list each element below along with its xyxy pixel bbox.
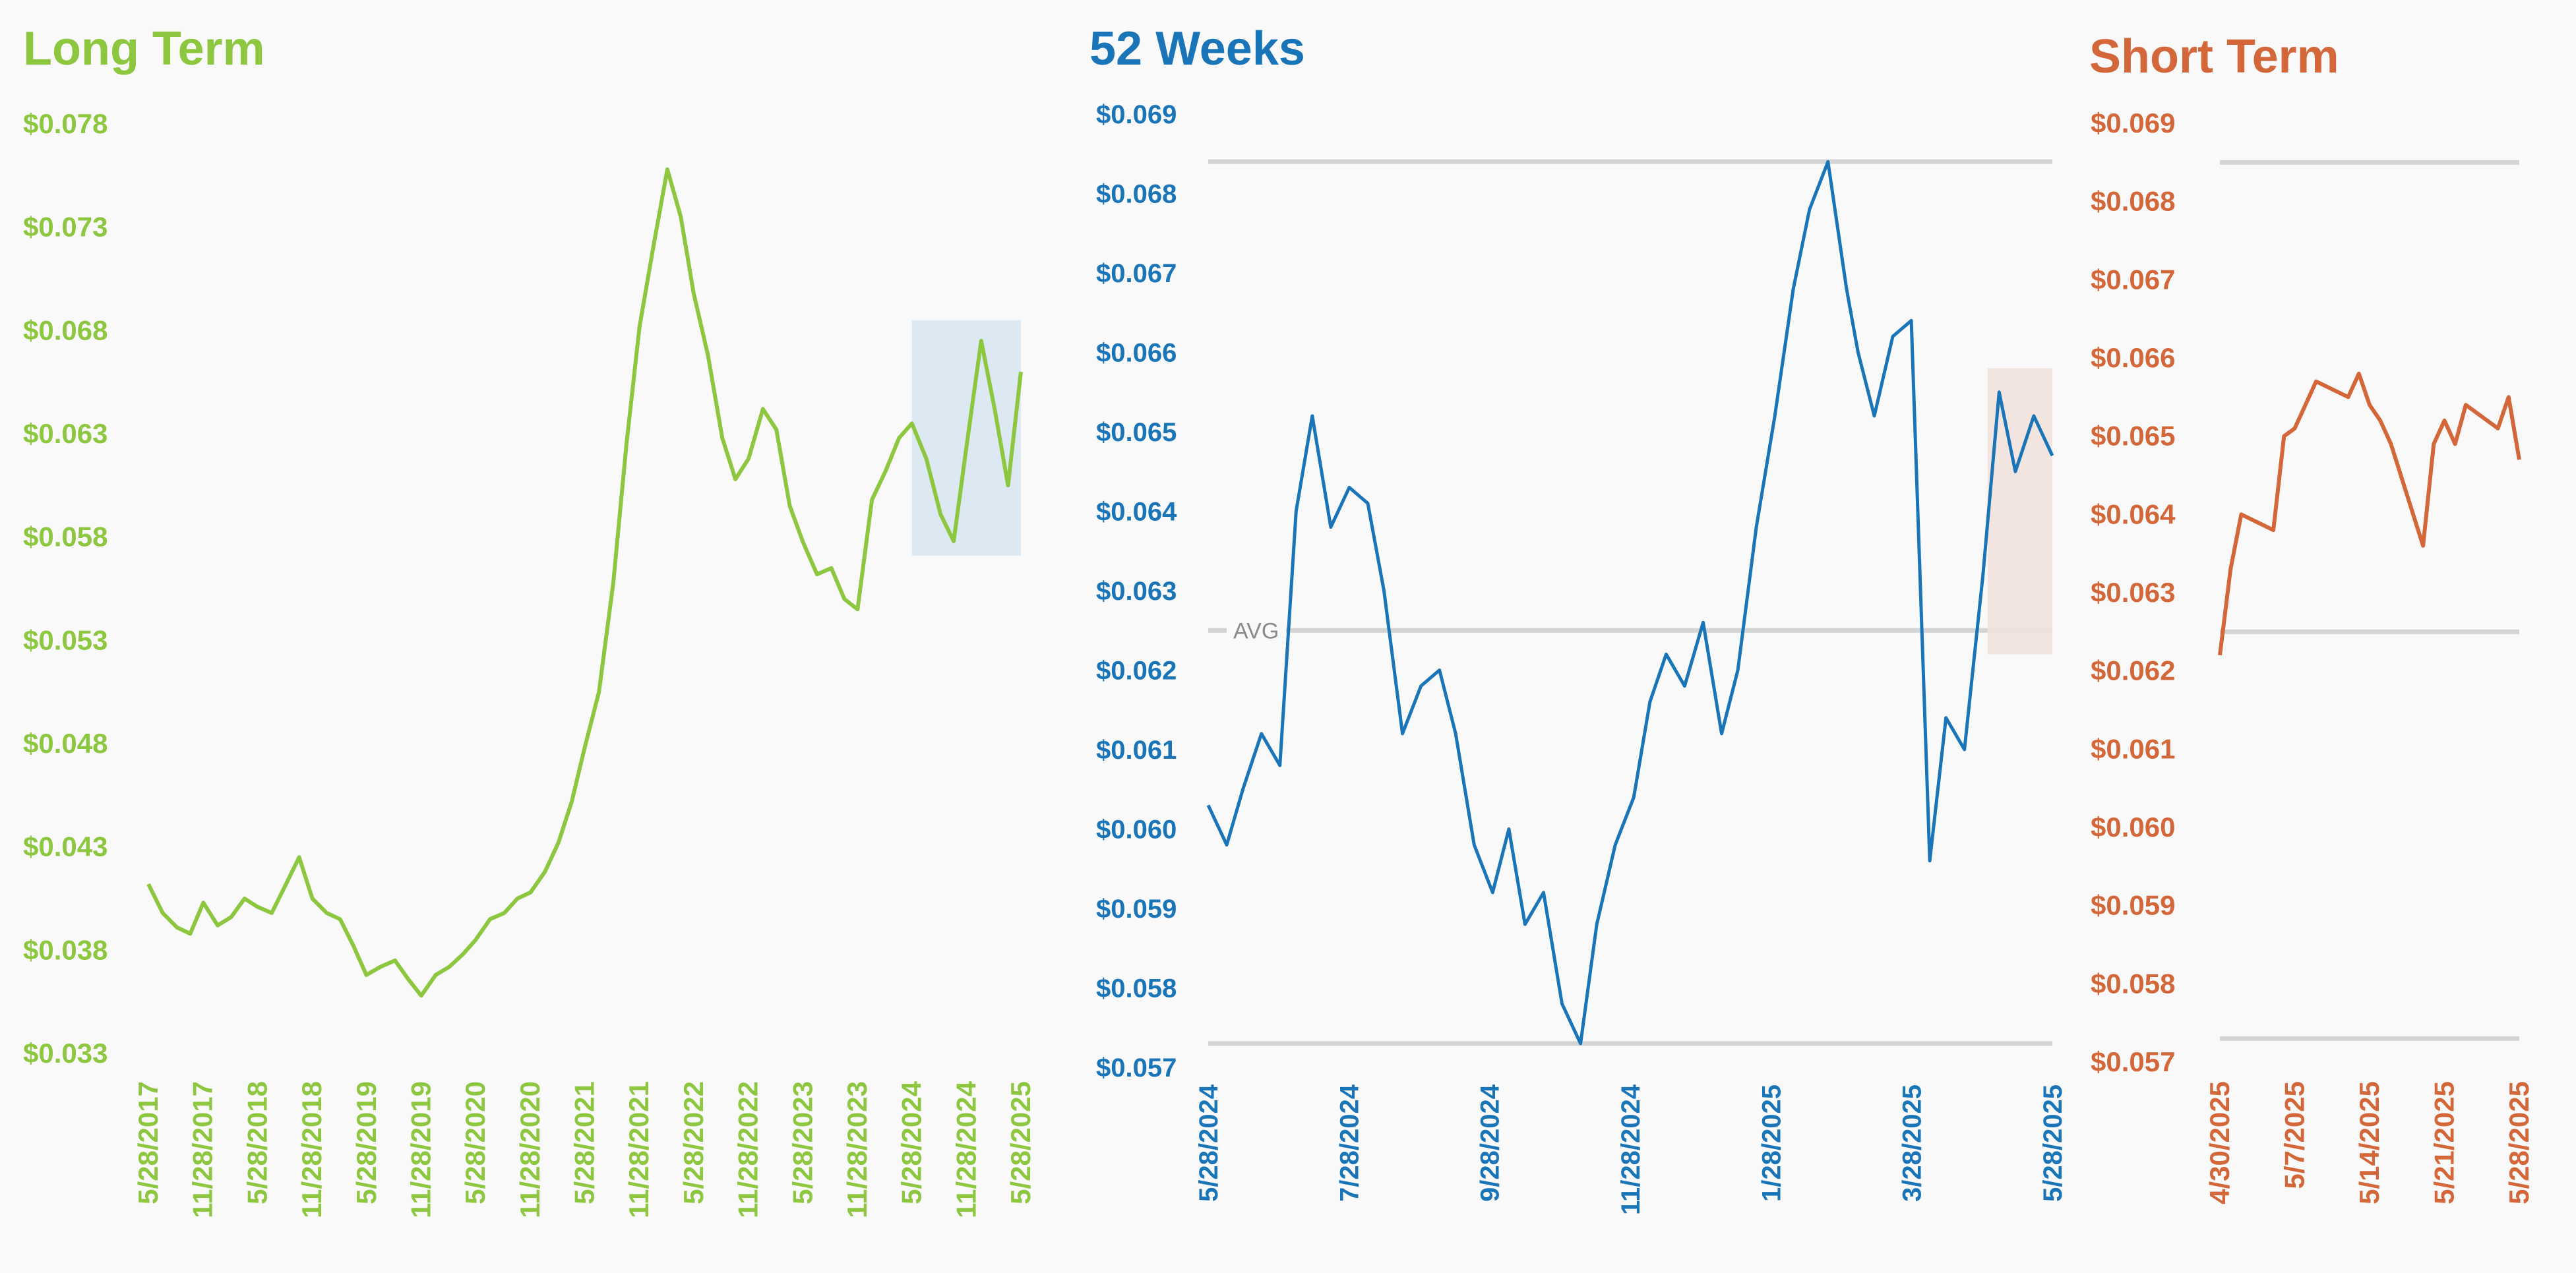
avg-label: AVG [1233, 618, 1279, 643]
x-tick-label: 11/28/2017 [187, 1081, 218, 1218]
x-tick-label: 11/28/2018 [296, 1081, 327, 1218]
52-weeks-x-axis: 5/28/2024 7/28/2024 9/28/2024 11/28/2024 1/2… [1194, 1084, 2068, 1215]
x-tick-label: 5/28/2023 [787, 1081, 818, 1204]
short-term-chart: Short Term $0.057 $0.058 $0.059 $0.060 $0.06… [2089, 30, 2534, 1204]
y-tick-label: $0.064 [2091, 498, 2176, 529]
y-tick-label: $0.048 [23, 728, 107, 759]
x-tick-label: 11/28/2021 [623, 1081, 654, 1218]
y-tick-label: $0.060 [2091, 812, 2175, 843]
y-tick-label: $0.059 [1096, 895, 1177, 924]
y-tick-label: $0.057 [2091, 1046, 2175, 1077]
y-tick-label: $0.068 [1096, 180, 1177, 209]
x-tick-label: 11/28/2023 [842, 1081, 873, 1218]
y-tick-label: $0.067 [1096, 259, 1177, 288]
x-tick-label: 4/30/2025 [2204, 1081, 2235, 1204]
x-tick-label: 5/28/2024 [1194, 1084, 1223, 1202]
y-tick-label: $0.059 [2091, 890, 2175, 921]
x-tick-label: 5/28/2018 [241, 1081, 272, 1204]
y-tick-label: $0.033 [23, 1038, 107, 1069]
y-tick-label: $0.069 [2091, 107, 2175, 138]
y-tick-label: $0.066 [2091, 342, 2175, 373]
x-tick-label: 5/28/2020 [460, 1081, 491, 1204]
52-weeks-reference-lines [1208, 159, 2052, 1046]
x-tick-label: 9/28/2024 [1476, 1084, 1505, 1202]
y-tick-label: $0.043 [23, 831, 107, 862]
y-tick-label: $0.061 [2091, 733, 2175, 764]
y-tick-label: $0.062 [1096, 657, 1177, 686]
long-term-y-axis: $0.033 $0.038 $0.043 $0.048 $0.053 $0.058 $0.0… [23, 108, 107, 1069]
x-tick-label: 11/28/2022 [733, 1081, 764, 1218]
long-term-chart: Long Term $0.033 $0.038 $0.043 $0.048 $0.053… [23, 22, 1036, 1218]
y-tick-label: $0.068 [2091, 186, 2175, 217]
y-tick-label: $0.058 [1096, 974, 1177, 1003]
52-weeks-series-line [1206, 160, 2054, 1046]
x-tick-label: 5/28/2019 [351, 1081, 382, 1204]
x-tick-label: 5/28/2024 [896, 1081, 927, 1204]
long-term-title: Long Term [23, 22, 265, 75]
y-tick-label: $0.067 [2091, 264, 2175, 295]
y-tick-label: $0.065 [2091, 421, 2175, 452]
x-tick-label: 5/28/2017 [133, 1081, 164, 1204]
x-tick-label: 5/14/2025 [2354, 1081, 2385, 1204]
long-term-series-line [146, 167, 1023, 998]
y-tick-label: $0.063 [2091, 577, 2175, 608]
y-tick-label: $0.038 [23, 934, 107, 965]
x-tick-label: 5/28/2025 [2039, 1084, 2068, 1202]
52-weeks-title: 52 Weeks [1089, 22, 1305, 75]
x-tick-label: 1/28/2025 [1757, 1084, 1786, 1202]
y-tick-label: $0.058 [2091, 968, 2175, 999]
x-tick-label: 5/7/2025 [2279, 1081, 2310, 1189]
y-tick-label: $0.062 [2091, 655, 2175, 686]
52-weeks-y-axis: $0.057 $0.058 $0.059 $0.060 $0.061 $0.062 $0.0… [1096, 100, 1177, 1082]
x-tick-label: 5/21/2025 [2429, 1081, 2460, 1204]
x-tick-label: 7/28/2024 [1335, 1084, 1364, 1202]
x-tick-label: 5/28/2022 [678, 1081, 709, 1204]
x-tick-label: 5/28/2021 [569, 1081, 600, 1204]
x-tick-label: 11/28/2019 [405, 1081, 436, 1218]
y-tick-label: $0.063 [23, 418, 107, 449]
y-tick-label: $0.065 [1096, 418, 1177, 447]
x-tick-label: 11/28/2024 [950, 1081, 981, 1218]
short-term-reference-lines [2220, 160, 2519, 1041]
x-tick-label: 11/28/2020 [514, 1081, 545, 1218]
y-tick-label: $0.066 [1096, 339, 1177, 368]
y-tick-label: $0.061 [1096, 736, 1177, 765]
y-tick-label: $0.073 [23, 212, 107, 243]
y-tick-label: $0.078 [23, 108, 107, 139]
y-tick-label: $0.069 [1096, 100, 1177, 129]
short-term-x-axis: 4/30/2025 5/7/2025 5/14/2025 5/21/2025 5/28/… [2204, 1081, 2534, 1204]
x-tick-label: 11/28/2024 [1616, 1084, 1645, 1215]
y-tick-label: $0.058 [23, 521, 107, 552]
short-term-title: Short Term [2089, 30, 2339, 83]
y-tick-label: $0.063 [1096, 577, 1177, 606]
y-tick-label: $0.064 [1096, 498, 1177, 527]
x-tick-label: 5/28/2025 [1005, 1081, 1036, 1204]
long-term-x-axis: 5/28/2017 11/28/2017 5/28/2018 11/28/2018 5/… [133, 1081, 1036, 1218]
52-weeks-chart: 52 Weeks $0.057$0.058$0.059$0.060$0.061$… [1089, 22, 2068, 1215]
x-tick-label: 3/28/2025 [1898, 1084, 1927, 1202]
short-term-series-line [2218, 371, 2521, 656]
y-tick-label: $0.053 [23, 624, 107, 655]
y-tick-label: $0.060 [1096, 815, 1177, 844]
short-term-y-axis: $0.057 $0.058 $0.059 $0.060 $0.061 $0.062 $0.0… [2091, 107, 2176, 1077]
y-tick-label: $0.057 [1096, 1053, 1177, 1082]
x-tick-label: 5/28/2025 [2503, 1081, 2534, 1204]
y-tick-label: $0.068 [23, 314, 107, 345]
avg-label-background [1227, 613, 1286, 647]
